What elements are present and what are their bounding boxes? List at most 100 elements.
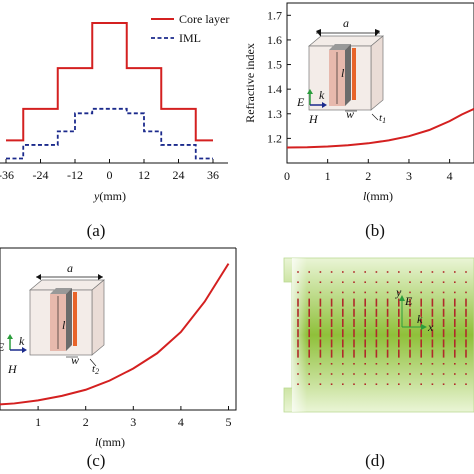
cell-strip <box>442 308 445 317</box>
cell-strip <box>297 271 299 273</box>
inset-c-E: E <box>0 340 5 354</box>
cell-strip <box>442 291 445 294</box>
cell-grid <box>297 271 467 385</box>
cell-strip <box>420 298 422 307</box>
cell-strip <box>342 291 344 294</box>
cell-strip <box>353 363 355 365</box>
cell-strip <box>353 349 355 358</box>
cell-strip <box>409 373 411 375</box>
cell-strip <box>431 298 434 307</box>
cell-strip <box>465 281 467 283</box>
cell-strip <box>364 291 366 294</box>
cell-strip <box>308 363 310 365</box>
cell-strip <box>375 373 378 375</box>
panel-b-y-tick-label: 1.7 <box>267 8 282 22</box>
panel-b-x-tick-label: 2 <box>365 169 371 183</box>
cell-strip <box>420 383 422 385</box>
cell-strip <box>409 308 411 317</box>
cell-strip <box>330 281 333 283</box>
cell-strip <box>442 363 445 365</box>
cell-strip <box>297 281 299 283</box>
panel-b: 1.2 1.3 1.4 1.5 1.6 1.7 0 1 2 3 4 Refractive inde… <box>243 2 474 240</box>
cell-strip <box>465 308 467 317</box>
cell-strip <box>375 339 378 348</box>
panel-c: 1 2 3 4 5 l(mm) (c) a l w t2 E <box>0 247 237 470</box>
cell-strip <box>375 329 378 338</box>
panel-a-x-tick-label: 36 <box>207 168 219 182</box>
cell-strip <box>454 281 456 283</box>
cell-strip <box>308 291 310 294</box>
cell-strip <box>398 319 400 327</box>
cell-strip <box>420 308 422 317</box>
cell-strip <box>308 329 310 338</box>
cell-strip <box>398 291 400 294</box>
x-axis-arrow-icon <box>421 324 427 330</box>
cell-strip <box>386 291 389 294</box>
cell-strip <box>431 349 434 358</box>
cell-strip <box>420 291 422 294</box>
cell-strip <box>375 383 378 385</box>
cell-strip <box>386 298 389 307</box>
panel-a-x-tick-label: 24 <box>173 168 185 182</box>
cell-strip <box>409 319 411 327</box>
cell-strip <box>454 291 456 294</box>
cell-strip <box>308 373 310 375</box>
cell-strip <box>364 339 366 348</box>
cell-strip <box>297 329 299 338</box>
cell-strip <box>431 319 434 327</box>
cell-strip <box>465 373 467 375</box>
cell-strip <box>409 339 411 348</box>
cell-strip <box>465 383 467 385</box>
panel-b-x-tick-label: 4 <box>447 169 453 183</box>
cell-strip <box>409 349 411 358</box>
cell-strip <box>398 308 400 317</box>
inset-c-dim-w: w <box>71 353 79 367</box>
cell-strip <box>308 349 310 358</box>
cell-strip <box>386 281 389 283</box>
panel-c-unit-cell-inset: a l w t2 E k H <box>0 261 105 376</box>
cell-strip <box>297 308 299 317</box>
cell-strip <box>420 271 422 273</box>
cell-strip <box>364 298 366 307</box>
cell-strip <box>409 271 411 273</box>
cell-strip <box>442 349 445 358</box>
panel-b-caption: (b) <box>365 221 385 240</box>
panel-d-axis-k: k <box>417 312 423 326</box>
cell-strip <box>454 363 456 365</box>
e-field-arrow-icon <box>7 334 13 339</box>
panel-a-caption: (a) <box>87 221 106 240</box>
cell-strip <box>398 363 400 365</box>
cell-strip <box>319 291 322 294</box>
panel-b-plot-frame <box>286 2 474 164</box>
cell-strip <box>330 271 333 273</box>
cell-strip <box>420 281 422 283</box>
panel-a-x-tick-label: 12 <box>138 168 150 182</box>
cell-strip <box>319 308 322 317</box>
e-field-arrow-icon <box>307 89 313 94</box>
cell-strip <box>431 291 434 294</box>
cell-strip <box>420 373 422 375</box>
cell-strip <box>308 339 310 348</box>
cell-strip <box>297 373 299 375</box>
cell-strip <box>454 271 456 273</box>
cell-strip <box>364 319 366 327</box>
cell-strip <box>386 339 389 348</box>
cell-strip <box>319 339 322 348</box>
cell-strip <box>442 373 445 375</box>
panel-b-x-tick-label: 0 <box>284 169 290 183</box>
cell-strip <box>465 329 467 338</box>
cell-strip <box>454 339 456 348</box>
cell-strip <box>454 329 456 338</box>
panel-c-x-tick-label: 3 <box>130 415 136 429</box>
cell-strip <box>465 271 467 273</box>
cell-strip <box>319 298 322 307</box>
cell-strip <box>342 319 344 327</box>
cell-strip <box>386 319 389 327</box>
cell-strip <box>454 319 456 327</box>
cell-strip <box>342 298 344 307</box>
cell-strip <box>386 329 389 338</box>
panel-b-index-curve <box>286 107 474 149</box>
cell-strip <box>330 339 333 348</box>
panel-d: y x k E (d) <box>283 257 474 470</box>
